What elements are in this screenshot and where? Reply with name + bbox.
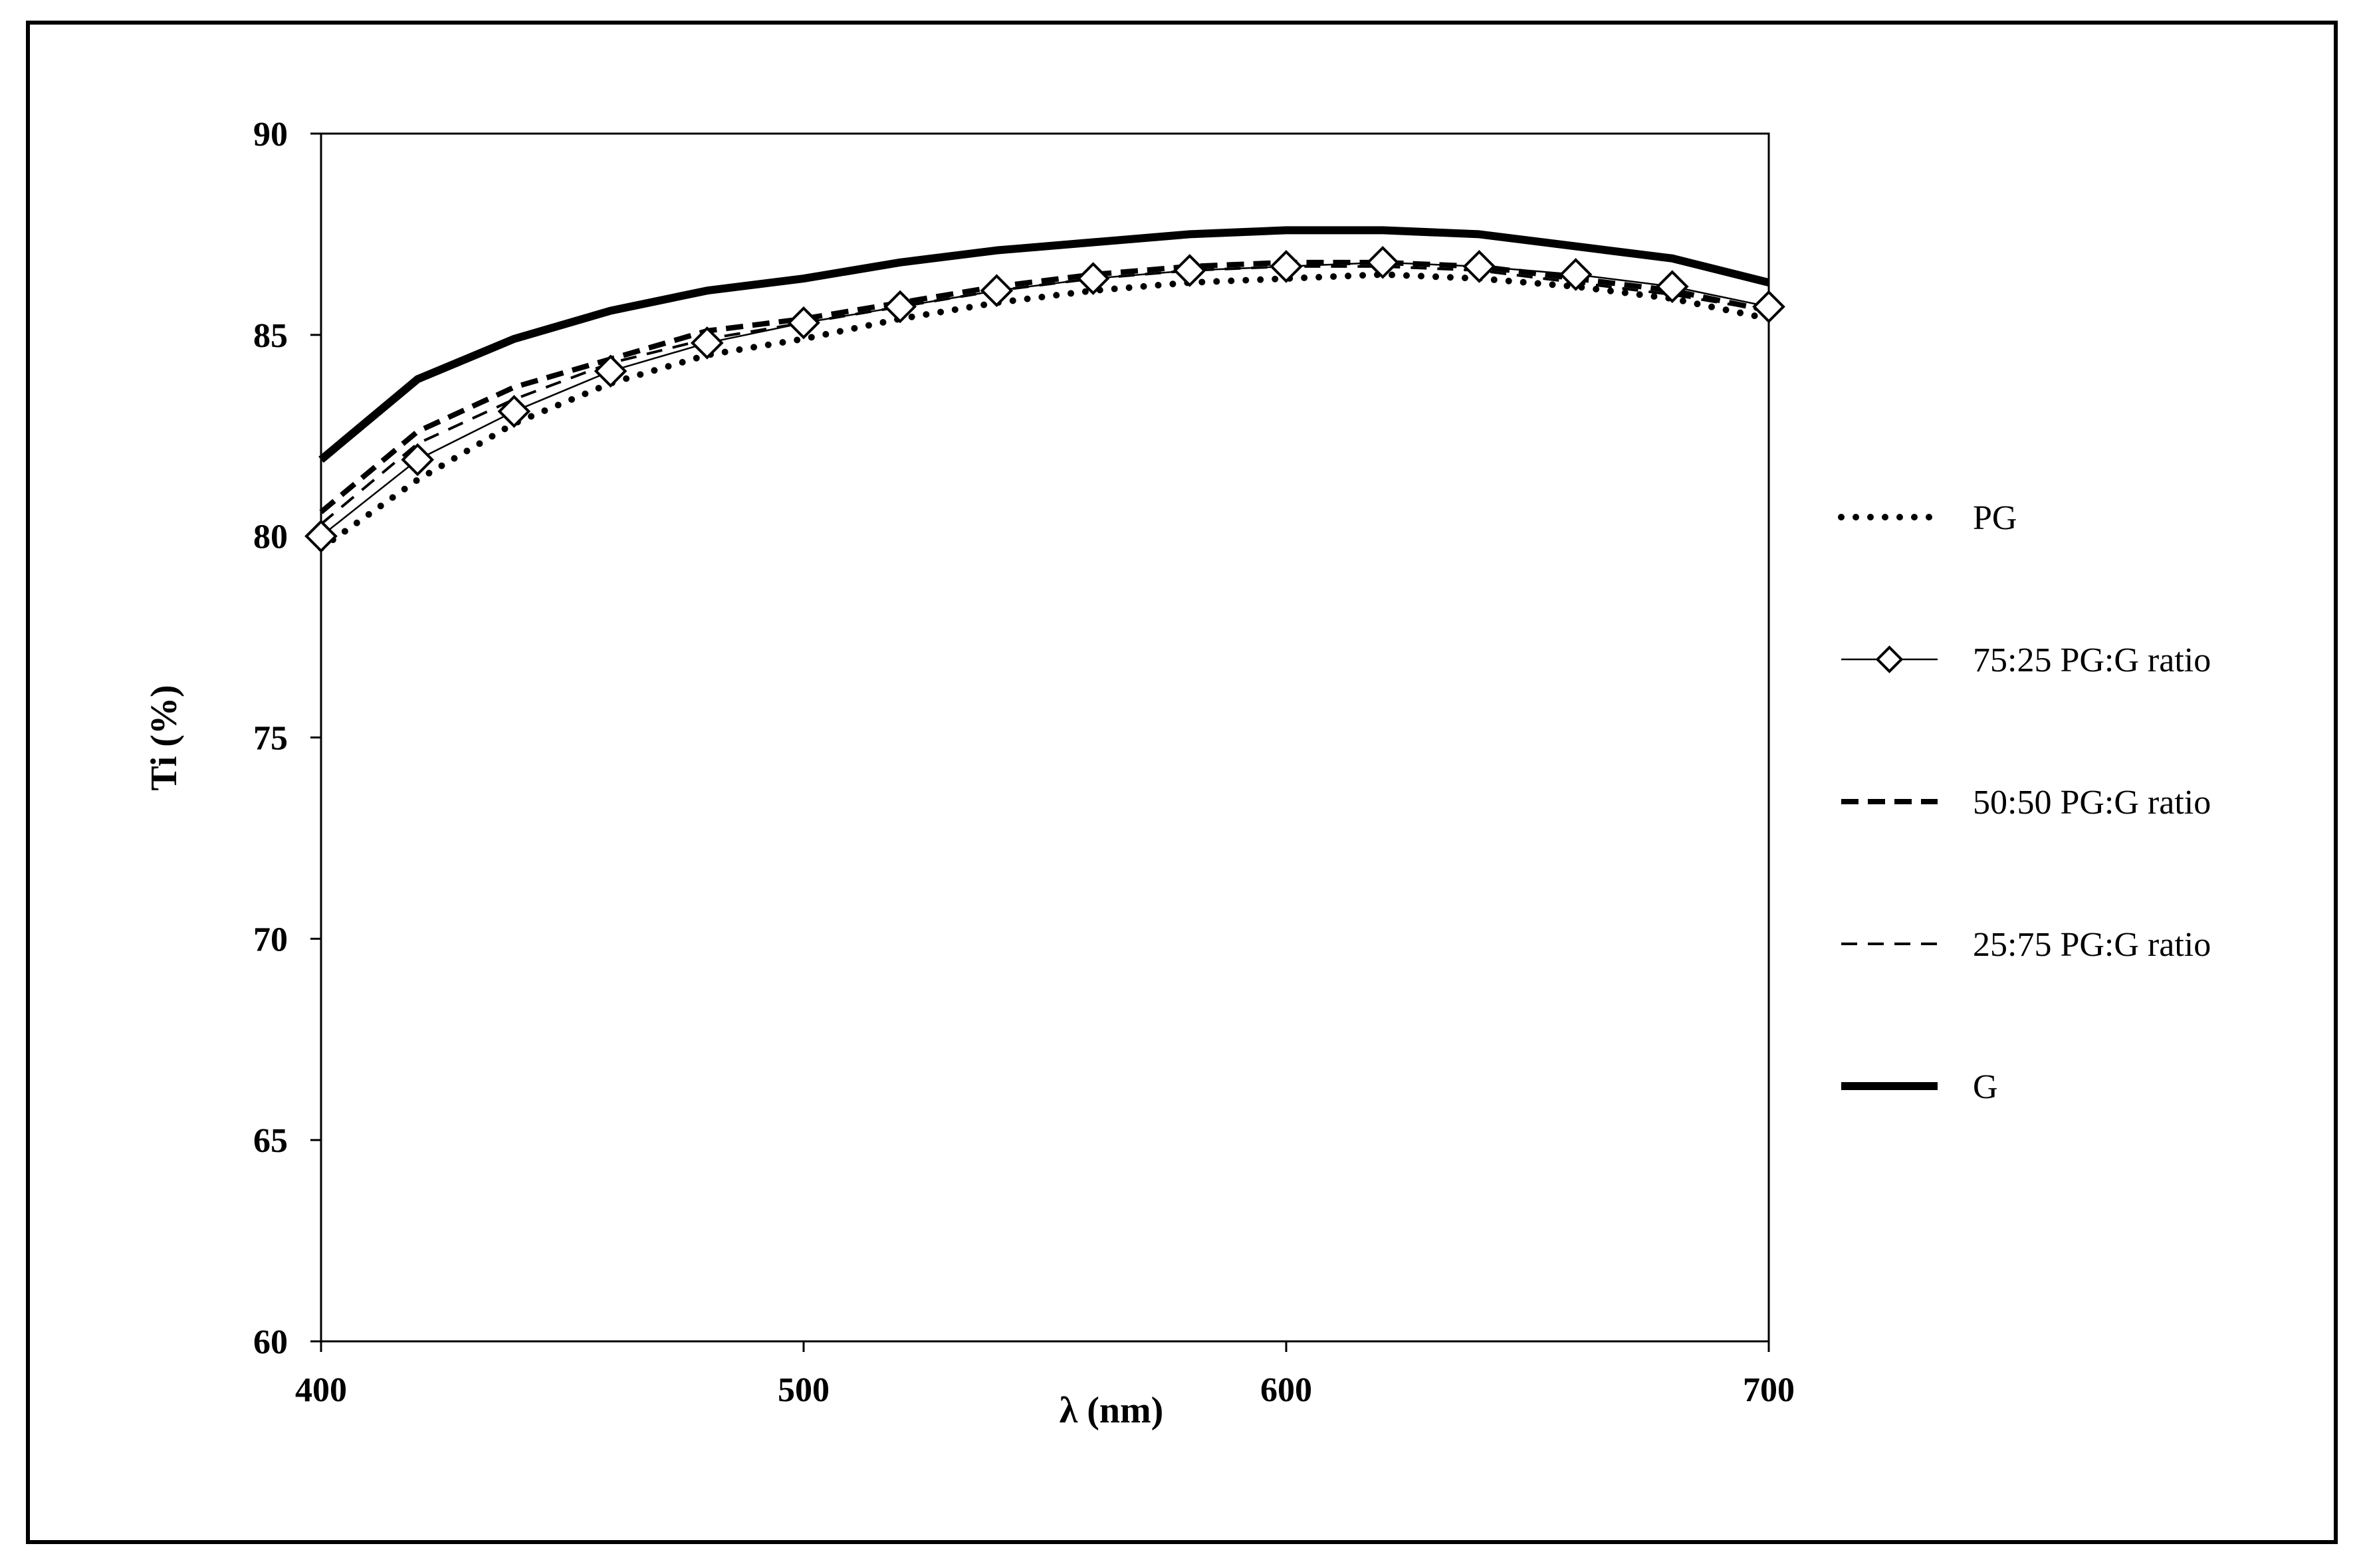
legend: PG 75:25 PG:G ratio 50:50 PG:G ratio 25:75 … — [1838, 499, 2211, 1106]
series-layer — [304, 226, 1785, 553]
data-point-75-25-pg-g-ratio — [1366, 245, 1400, 279]
y-axis-title: Ti (%) — [144, 685, 185, 790]
data-point-75-25-pg-g-ratio — [1655, 270, 1689, 303]
series-line-75-25-pg-g-ratio — [320, 261, 1769, 537]
legend-label: 25:75 PG:G ratio — [1973, 926, 2211, 964]
y-tick-label: 75 — [253, 720, 288, 758]
data-point-75-25-pg-g-ratio — [1076, 262, 1110, 295]
data-point-75-25-pg-g-ratio — [1559, 258, 1593, 291]
data-point-75-25-pg-g-ratio — [401, 443, 435, 477]
y-axis-ticks: 60 65 70 75 80 85 90 — [253, 116, 321, 1361]
x-axis-title: λ (nm) — [1060, 1390, 1164, 1431]
data-point-75-25-pg-g-ratio — [304, 519, 338, 553]
x-axis-ticks: 400 500 600 700 — [295, 1341, 1795, 1409]
x-tick-label: 500 — [778, 1371, 830, 1409]
legend-label: PG — [1973, 499, 2017, 537]
legend-label: 75:25 PG:G ratio — [1973, 641, 2211, 679]
x-tick-label: 700 — [1743, 1371, 1795, 1409]
data-point-75-25-pg-g-ratio — [1462, 250, 1496, 283]
series-line-pg — [318, 271, 1772, 552]
data-point-75-25-pg-g-ratio — [594, 354, 627, 388]
series-line-g — [318, 226, 1770, 463]
y-tick-label: 65 — [253, 1122, 288, 1160]
data-point-75-25-pg-g-ratio — [980, 274, 1014, 308]
data-point-75-25-pg-g-ratio — [1173, 254, 1206, 287]
plot-area — [320, 132, 1770, 1343]
legend-marker — [1875, 645, 1904, 673]
y-tick-label: 70 — [253, 921, 288, 958]
legend-label: G — [1973, 1068, 1998, 1106]
data-point-75-25-pg-g-ratio — [787, 306, 820, 340]
data-point-75-25-pg-g-ratio — [883, 290, 917, 324]
y-tick-label: 80 — [253, 518, 288, 556]
series-line-50-50-pg-g-ratio — [319, 259, 1769, 514]
data-point-75-25-pg-g-ratio — [1270, 250, 1303, 283]
data-point-75-25-pg-g-ratio — [497, 395, 531, 428]
x-tick-label: 400 — [295, 1371, 347, 1409]
data-point-75-25-pg-g-ratio — [1752, 290, 1785, 324]
data-point-75-25-pg-g-ratio — [690, 326, 724, 360]
y-tick-label: 90 — [253, 116, 288, 154]
y-tick-label: 85 — [253, 317, 288, 355]
x-tick-label: 600 — [1260, 1371, 1312, 1409]
y-tick-label: 60 — [253, 1323, 288, 1361]
legend-label: 50:50 PG:G ratio — [1973, 784, 2211, 822]
